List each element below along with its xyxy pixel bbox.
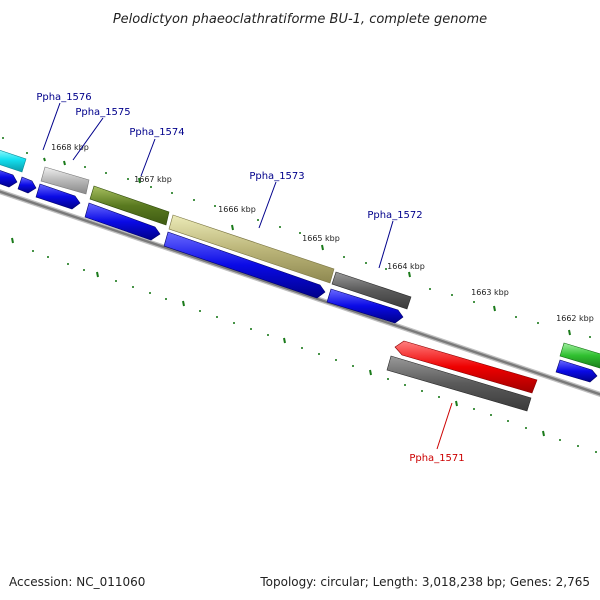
lower-tick-row	[11, 237, 597, 453]
gene-label-ppha-1574: Ppha_1574	[129, 127, 184, 138]
cds-arrow	[17, 176, 37, 194]
gene-feature	[89, 185, 170, 226]
kbp-label: 1663 kbp	[471, 288, 509, 297]
gene-feature	[331, 271, 412, 310]
gene-feature	[0, 150, 27, 173]
cds-arrow	[84, 202, 161, 241]
cds-arrow	[326, 288, 404, 324]
reverse-gene-track	[386, 340, 538, 412]
accession-text: Accession: NC_011060	[9, 575, 145, 589]
gene-feature	[40, 166, 90, 195]
forward-gene-track	[0, 150, 600, 369]
upper-tick-row	[2, 137, 591, 338]
gene-label-ppha-1573: Ppha_1573	[249, 171, 304, 182]
kbp-scale: 1668 kbp 1667 kbp 1666 kbp 1665 kbp 1664…	[51, 143, 594, 323]
gene-label-ppha-1575: Ppha_1575	[75, 107, 130, 118]
kbp-label: 1662 kbp	[556, 314, 594, 323]
gene-label-ppha-1576: Ppha_1576	[36, 92, 91, 103]
forward-cds-track	[0, 170, 598, 383]
cds-arrow	[0, 170, 18, 188]
genome-backbone	[0, 189, 600, 397]
map-title: Pelodictyon phaeoclathratiforme BU-1, co…	[113, 12, 487, 27]
gene-label-ppha-1571: Ppha_1571	[409, 453, 464, 464]
gene-label-ppha-1572: Ppha_1572	[367, 210, 422, 221]
gene-feature	[386, 355, 532, 412]
kbp-label: 1664 kbp	[387, 262, 425, 271]
cds-arrow	[35, 183, 81, 210]
kbp-label: 1667 kbp	[134, 175, 172, 184]
kbp-label: 1668 kbp	[51, 143, 89, 152]
cds-arrow	[555, 359, 598, 383]
gene-labels: Ppha_1576 Ppha_1575 Ppha_1574 Ppha_1573 …	[36, 92, 464, 464]
kbp-label: 1665 kbp	[302, 234, 340, 243]
kbp-label: 1666 kbp	[218, 205, 256, 214]
label-leaders	[42, 102, 453, 450]
genome-summary-text: Topology: circular; Length: 3,018,238 bp…	[259, 575, 590, 589]
cds-arrow	[163, 231, 326, 299]
gene-feature	[559, 342, 600, 369]
gene-feature	[168, 214, 335, 284]
gene-feature	[394, 340, 538, 394]
